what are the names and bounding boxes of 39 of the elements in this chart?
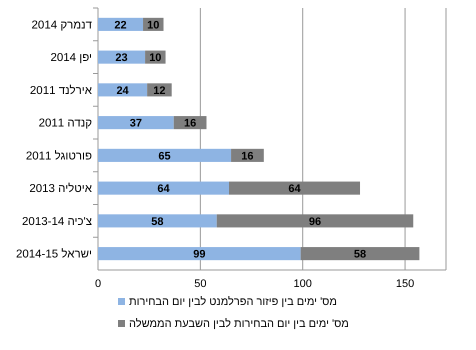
bar xyxy=(229,182,360,195)
legend-label: מס' ימים בין פיזור הפרלמנט לבין יום הבחירות xyxy=(129,296,337,308)
data-label: 22 xyxy=(114,19,127,32)
bar xyxy=(98,182,230,195)
data-label: 65 xyxy=(158,150,171,162)
bar xyxy=(98,247,301,260)
legend-label: מס' ימים בין יום הבחירות לבין השבעת הממשלה xyxy=(129,318,349,330)
x-tick-label: 100 xyxy=(294,278,312,290)
data-label: 58 xyxy=(354,248,366,261)
x-tick-label: 0 xyxy=(94,278,102,290)
data-label: 64 xyxy=(288,183,302,196)
y-tick-label: פורטוגל 2011 xyxy=(26,149,92,162)
data-label: 58 xyxy=(151,216,164,228)
bar xyxy=(98,83,148,96)
data-label: 10 xyxy=(149,52,162,64)
data-label: 37 xyxy=(130,118,142,130)
data-label: 24 xyxy=(116,84,130,97)
bar xyxy=(300,247,420,260)
data-label: 12 xyxy=(153,84,166,97)
y-tick-label: קנדה 2011 xyxy=(38,118,92,130)
y-tick-label: צ'כיה 2013-14 xyxy=(22,216,92,228)
bar xyxy=(216,214,414,228)
data-label: 64 xyxy=(157,183,170,196)
y-tick-label: דנמרק 2014 xyxy=(32,19,93,32)
data-label: 10 xyxy=(147,19,160,32)
y-tick-label: ישראל 2014-15 xyxy=(16,248,92,261)
y-tick-label: אירלנד 2011 xyxy=(30,84,93,97)
data-label: 23 xyxy=(115,52,128,64)
data-label: 96 xyxy=(308,216,322,228)
y-tick-label: איטליה 2013 xyxy=(29,182,93,196)
y-tick-label: יפן 2014 xyxy=(50,52,92,64)
data-label: 16 xyxy=(241,150,254,162)
x-tick-label: 50 xyxy=(194,278,206,290)
bar xyxy=(98,116,174,130)
data-label: 99 xyxy=(193,248,206,261)
x-tick-label: 150 xyxy=(396,278,414,290)
bar xyxy=(98,148,232,162)
bar xyxy=(98,214,217,228)
data-label: 16 xyxy=(184,118,196,130)
